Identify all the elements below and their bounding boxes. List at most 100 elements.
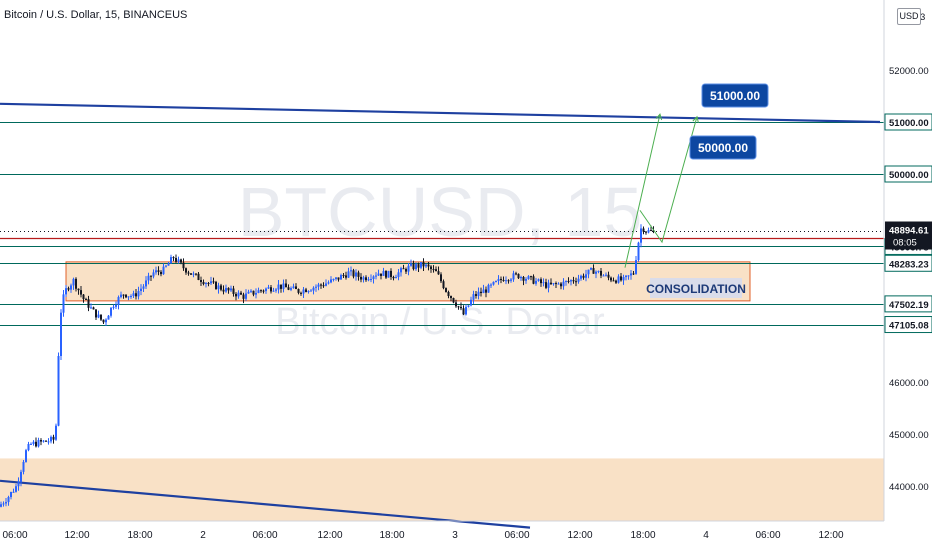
candle-body	[107, 315, 110, 320]
candle	[197, 271, 200, 281]
candle	[107, 314, 110, 320]
candle	[17, 477, 20, 491]
candle-body	[170, 257, 172, 264]
candle-body	[262, 290, 265, 292]
candle-body	[47, 441, 50, 443]
candle-body	[365, 277, 367, 281]
candle	[492, 281, 495, 286]
symbol-title[interactable]: Bitcoin / U.S. Dollar, 15, BINANCEUS	[4, 9, 188, 21]
currency-badge[interactable]: USD	[897, 8, 921, 25]
candle-body	[115, 304, 117, 307]
candle	[530, 275, 532, 281]
candle-body	[202, 282, 205, 285]
candle	[567, 277, 570, 284]
candle-body	[615, 280, 617, 283]
candle-body	[560, 283, 562, 287]
candle-body	[555, 283, 557, 285]
price-axis-tick: 44000.00	[889, 482, 929, 493]
candle-body	[285, 283, 287, 288]
candle	[115, 301, 117, 309]
level-price-tag-box	[884, 295, 932, 313]
candle	[347, 267, 350, 279]
candle-body	[72, 278, 75, 286]
candles-layer	[0, 224, 655, 508]
candle-body	[455, 302, 457, 307]
candle	[260, 289, 262, 293]
candle	[37, 437, 40, 448]
candle-body	[7, 497, 10, 503]
time-axis-tick: 3	[452, 530, 458, 541]
callout-label: 51000.00	[710, 89, 760, 103]
time-axis-tick: 06:00	[2, 530, 27, 541]
candle	[625, 275, 627, 281]
candle	[297, 288, 300, 295]
candle-body	[272, 290, 275, 292]
candle-body	[40, 440, 42, 442]
candle	[525, 277, 527, 284]
candle-body	[270, 287, 272, 292]
candle-body	[512, 273, 515, 280]
callout-label: 50000.00	[698, 141, 748, 155]
candle	[515, 271, 517, 276]
candle-body	[30, 443, 32, 445]
candle-body	[395, 277, 397, 279]
level-price-tag-text: 48283.23	[889, 259, 929, 270]
candle-body	[255, 292, 257, 295]
candle	[110, 307, 112, 318]
candle-body	[135, 293, 137, 297]
candle-body	[537, 279, 540, 281]
candle-body	[265, 288, 267, 292]
candle	[422, 258, 425, 271]
candle-body	[610, 277, 612, 281]
candle-body	[237, 292, 240, 297]
candle-body	[257, 290, 260, 293]
candle-body	[137, 291, 140, 297]
projection-path-lower	[639, 116, 698, 244]
candle	[635, 256, 637, 275]
candle	[532, 274, 535, 285]
candle	[475, 291, 477, 299]
candle	[202, 279, 205, 286]
candle-body	[250, 290, 252, 292]
candle	[490, 283, 492, 288]
candle	[157, 266, 160, 276]
level-price-tag: 48283.23	[884, 254, 932, 272]
candle	[425, 263, 427, 268]
candle	[287, 284, 290, 291]
candle	[120, 291, 122, 299]
candle	[627, 275, 630, 280]
candle	[630, 270, 632, 280]
candle-body	[120, 294, 122, 298]
candle-body	[460, 306, 462, 309]
candle-body	[530, 276, 532, 278]
level-price-tag-text: 47502.19	[889, 300, 929, 311]
candle	[7, 495, 10, 506]
candle	[252, 290, 255, 297]
callouts-layer: 51000.00 50000.00 CONSOLIDATION	[646, 83, 769, 298]
candle-body	[295, 286, 297, 290]
candle-body	[430, 266, 432, 270]
candle	[485, 286, 487, 298]
candle-body	[552, 283, 555, 285]
candle-body	[35, 441, 37, 447]
projection-arrowhead	[692, 115, 699, 123]
candle-body	[90, 307, 92, 309]
candle	[117, 295, 120, 310]
candle-body	[220, 285, 222, 290]
time-axis-tick: 06:00	[755, 530, 780, 541]
candle-body	[45, 440, 47, 442]
candle-body	[2, 503, 5, 505]
candle	[570, 279, 572, 286]
candle-body	[122, 294, 125, 296]
candle-body	[517, 273, 520, 279]
candle-body	[155, 270, 157, 273]
candle	[150, 275, 152, 282]
candle	[275, 288, 277, 293]
candle-body	[32, 441, 35, 444]
candle	[60, 309, 62, 361]
candle-body	[435, 269, 437, 272]
candle-body	[412, 263, 415, 270]
candle	[595, 270, 597, 279]
